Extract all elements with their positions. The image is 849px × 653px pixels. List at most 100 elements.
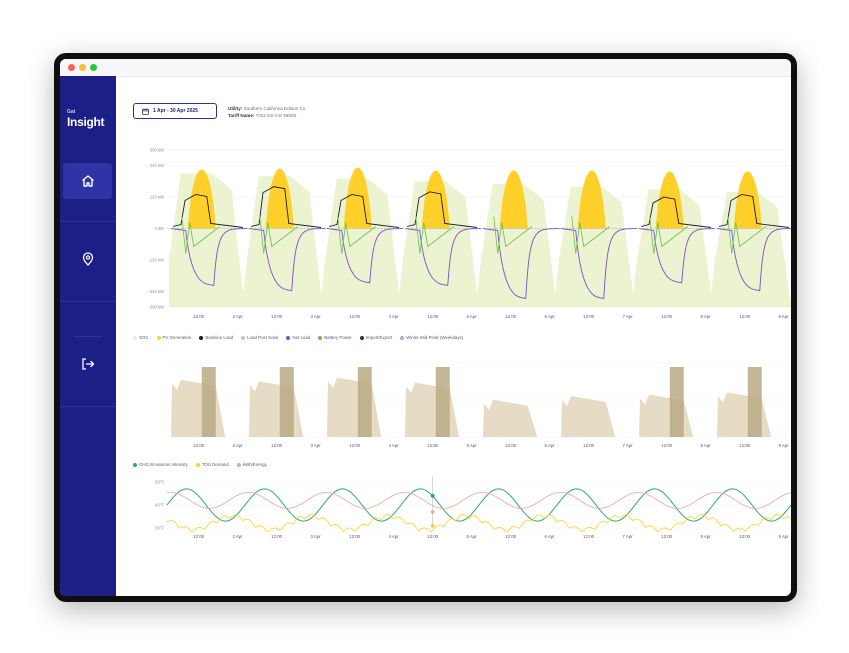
- battery-power-line: [493, 216, 533, 254]
- pv-generation-area: [499, 170, 528, 229]
- x-tick-label: 12:00: [427, 534, 439, 539]
- emissions-chart-legend: GHG Emissions Intensity TOU Demand kWh/Ene…: [133, 462, 267, 467]
- x-tick-label: 3 Apr: [311, 314, 322, 319]
- logo-subtitle: Gat: [67, 109, 76, 115]
- x-tick-label: 12:00: [271, 534, 283, 539]
- legend-swatch: [400, 335, 405, 340]
- x-tick-label: 12:00: [661, 314, 673, 319]
- legend-item[interactable]: SOC: [133, 335, 149, 340]
- battery-power-line: [259, 216, 299, 254]
- utility-label: Utility:: [228, 106, 243, 111]
- y-tick-label: 240 kW: [150, 163, 164, 168]
- legend-swatch: [286, 335, 291, 340]
- peak-window-bar: [201, 367, 216, 437]
- x-tick-label: 4 Apr: [389, 314, 400, 319]
- x-tick-label: 12:00: [661, 443, 673, 448]
- legend-item[interactable]: Battery Power: [318, 335, 352, 340]
- legend-swatch: [236, 462, 241, 467]
- energy-bar: [717, 392, 772, 437]
- legend-item[interactable]: Net Load: [286, 335, 310, 340]
- pv-generation-area: [577, 170, 606, 229]
- baseline-load-line: [328, 194, 400, 228]
- legend-item[interactable]: TOU Demand: [195, 462, 229, 467]
- minimize-window-button[interactable]: [79, 64, 86, 71]
- sidebar: Gat Insight: [60, 76, 116, 596]
- x-tick-label: 5 Apr: [467, 534, 478, 539]
- legend-item[interactable]: Load Post Solar: [241, 335, 278, 340]
- peak-window-bar: [357, 367, 372, 437]
- power-chart-legend: SOC PV Generation Baseline Load Load Post S…: [133, 335, 463, 340]
- energy-chart[interactable]: 12:00 2 Apr 12:00 3 Apr 12:00 4 Apr 12:00 5 Apr…: [133, 359, 791, 459]
- x-tick-label: 6 Apr: [545, 534, 556, 539]
- x-tick-label: 12:00: [739, 443, 751, 448]
- baseline-load-line: [718, 194, 790, 228]
- energy-bar: [327, 377, 382, 437]
- x-tick-label: 12:00: [505, 314, 517, 319]
- energy-bar: [561, 396, 616, 437]
- y-tick-label: 50°F: [155, 480, 164, 485]
- x-tick-label: 4 Apr: [389, 443, 400, 448]
- pv-generation-area: [343, 167, 372, 229]
- utility-value: Southern California Edison Co: [243, 106, 306, 111]
- baseline-load-line: [172, 194, 244, 228]
- emissions-series-line: [166, 492, 791, 509]
- net-load-line: [482, 228, 560, 300]
- map-pin-icon: [82, 252, 93, 266]
- pv-generation-area: [421, 170, 450, 229]
- x-tick-label: 12:00: [583, 443, 595, 448]
- x-tick-label: 12:00: [739, 534, 751, 539]
- legend-item[interactable]: GHG Emissions Intensity: [133, 462, 188, 467]
- sidebar-divider: [60, 221, 116, 222]
- sidebar-divider: [60, 406, 116, 407]
- x-tick-label: 6 Apr: [545, 443, 556, 448]
- legend-swatch: [199, 335, 204, 340]
- sidebar-item-home[interactable]: [63, 163, 112, 199]
- legend-item[interactable]: Winter Mid-Peak (Weekdays): [400, 335, 463, 340]
- legend-label: SOC: [139, 335, 149, 340]
- energy-bar: [639, 394, 694, 437]
- pv-generation-area: [187, 169, 216, 229]
- x-tick-label: 9 Apr: [779, 314, 790, 319]
- legend-item[interactable]: kWh/Energy: [236, 462, 267, 467]
- legend-item[interactable]: PV Generation: [156, 335, 191, 340]
- emissions-chart[interactable]: 50°F 40°F 30°F 12:00 2 Apr 12:00 3 Apr 12:00 4 A…: [133, 474, 791, 564]
- battery-power-line: [337, 216, 377, 254]
- x-tick-label: 12:00: [271, 443, 283, 448]
- logout-icon: [81, 358, 94, 370]
- battery-power-line: [727, 216, 767, 254]
- net-load-line: [716, 228, 791, 292]
- tariff-value: TOU-GS-2-E-NEM2: [255, 113, 297, 118]
- legend-item[interactable]: Import/Export: [359, 335, 392, 340]
- peak-window-bar: [279, 367, 294, 437]
- x-tick-label: 3 Apr: [311, 534, 322, 539]
- hover-point: [430, 493, 435, 498]
- y-tick-label: -240 kW: [148, 289, 164, 294]
- net-load-line: [326, 228, 404, 284]
- net-load-line: [560, 228, 638, 300]
- x-tick-label: 12:00: [193, 534, 205, 539]
- date-range-label: 1 Apr - 30 Apr 2025: [153, 108, 198, 114]
- x-tick-label: 12:00: [193, 443, 205, 448]
- pv-generation-area: [265, 168, 294, 229]
- app-screen: Gat Insight: [60, 59, 791, 596]
- logo: Insight: [67, 115, 105, 129]
- net-load-line: [638, 228, 716, 284]
- sidebar-item-location[interactable]: [63, 241, 112, 277]
- legend-item[interactable]: Baseline Load: [199, 335, 233, 340]
- legend-swatch: [133, 462, 137, 467]
- battery-power-line: [571, 216, 611, 254]
- peak-window-bar: [747, 367, 762, 437]
- power-chart[interactable]: 300 kW 240 kW 120 kW 0 kW -120 kW -240 kW -300…: [133, 142, 791, 332]
- x-tick-label: 12:00: [583, 314, 595, 319]
- x-tick-label: 5 Apr: [467, 314, 478, 319]
- x-tick-label: 8 Apr: [701, 534, 712, 539]
- energy-bar: [483, 399, 538, 437]
- net-load-line: [248, 228, 326, 292]
- pv-generation-area: [733, 171, 762, 229]
- sidebar-item-logout[interactable]: [63, 346, 112, 382]
- y-tick-label: -300 kW: [148, 305, 164, 310]
- x-tick-label: 12:00: [271, 314, 283, 319]
- date-range-picker[interactable]: 1 Apr - 30 Apr 2025: [133, 103, 217, 119]
- maximize-window-button[interactable]: [90, 64, 97, 71]
- close-window-button[interactable]: [68, 64, 75, 71]
